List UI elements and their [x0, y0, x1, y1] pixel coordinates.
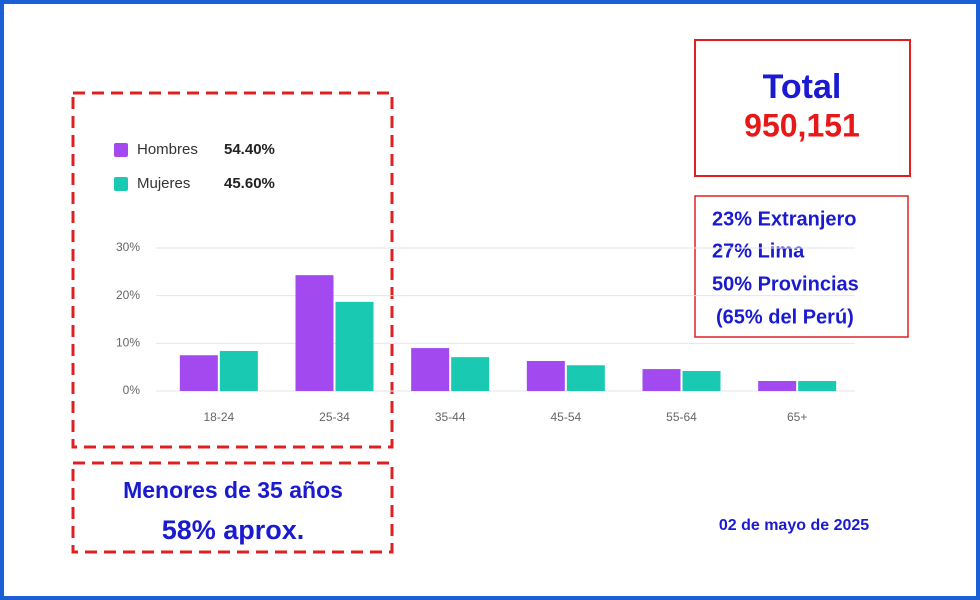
x-tick-label: 18-24	[203, 410, 234, 424]
bar	[758, 380, 797, 391]
breakdown-box	[694, 195, 909, 338]
breakdown-line: (65% del Perú)	[716, 306, 854, 328]
breakdown-line: 23% Extranjero	[712, 208, 857, 230]
x-tick-label: 35-44	[435, 410, 466, 424]
y-tick-label: 20%	[116, 288, 140, 302]
y-tick-label: 0%	[123, 383, 141, 397]
breakdown-line: 50% Provincias	[712, 273, 859, 295]
x-tick-label: 65+	[787, 410, 807, 424]
date: 02 de mayo de 2025	[719, 517, 869, 534]
young-value: 58% aprox.	[162, 515, 305, 545]
x-tick-label: 25-34	[319, 410, 350, 424]
x-tick-label: 45-54	[550, 410, 581, 424]
breakdown-line: 27% Lima	[712, 240, 805, 262]
y-tick-label: 10%	[116, 336, 140, 350]
y-tick-label: 30%	[116, 240, 140, 254]
legend-swatch	[114, 177, 128, 191]
bar	[335, 301, 374, 391]
bar	[682, 370, 721, 391]
x-tick-label: 55-64	[666, 410, 697, 424]
total-box	[694, 39, 911, 177]
total-value: 950,151	[744, 107, 860, 143]
bar	[566, 365, 605, 391]
bar	[219, 350, 258, 391]
bar	[642, 369, 681, 391]
bar	[179, 355, 218, 391]
chart: Total 950,151 23% Extranjero 27% Lima 50…	[71, 39, 911, 554]
dashed-box	[71, 91, 394, 449]
dashed-box	[71, 461, 394, 554]
legend-swatch	[114, 143, 128, 157]
bar	[295, 275, 334, 391]
legend-share: 45.60%	[224, 175, 275, 192]
bar	[411, 348, 450, 391]
legend-label: Mujeres	[137, 175, 190, 192]
legend-label: Hombres	[137, 141, 198, 158]
young-label: Menores de 35 años	[123, 477, 343, 503]
total-label: Total	[763, 68, 842, 106]
legend-share: 54.40%	[224, 141, 275, 158]
bar	[451, 357, 490, 391]
bar	[798, 380, 837, 391]
bar	[526, 360, 565, 391]
